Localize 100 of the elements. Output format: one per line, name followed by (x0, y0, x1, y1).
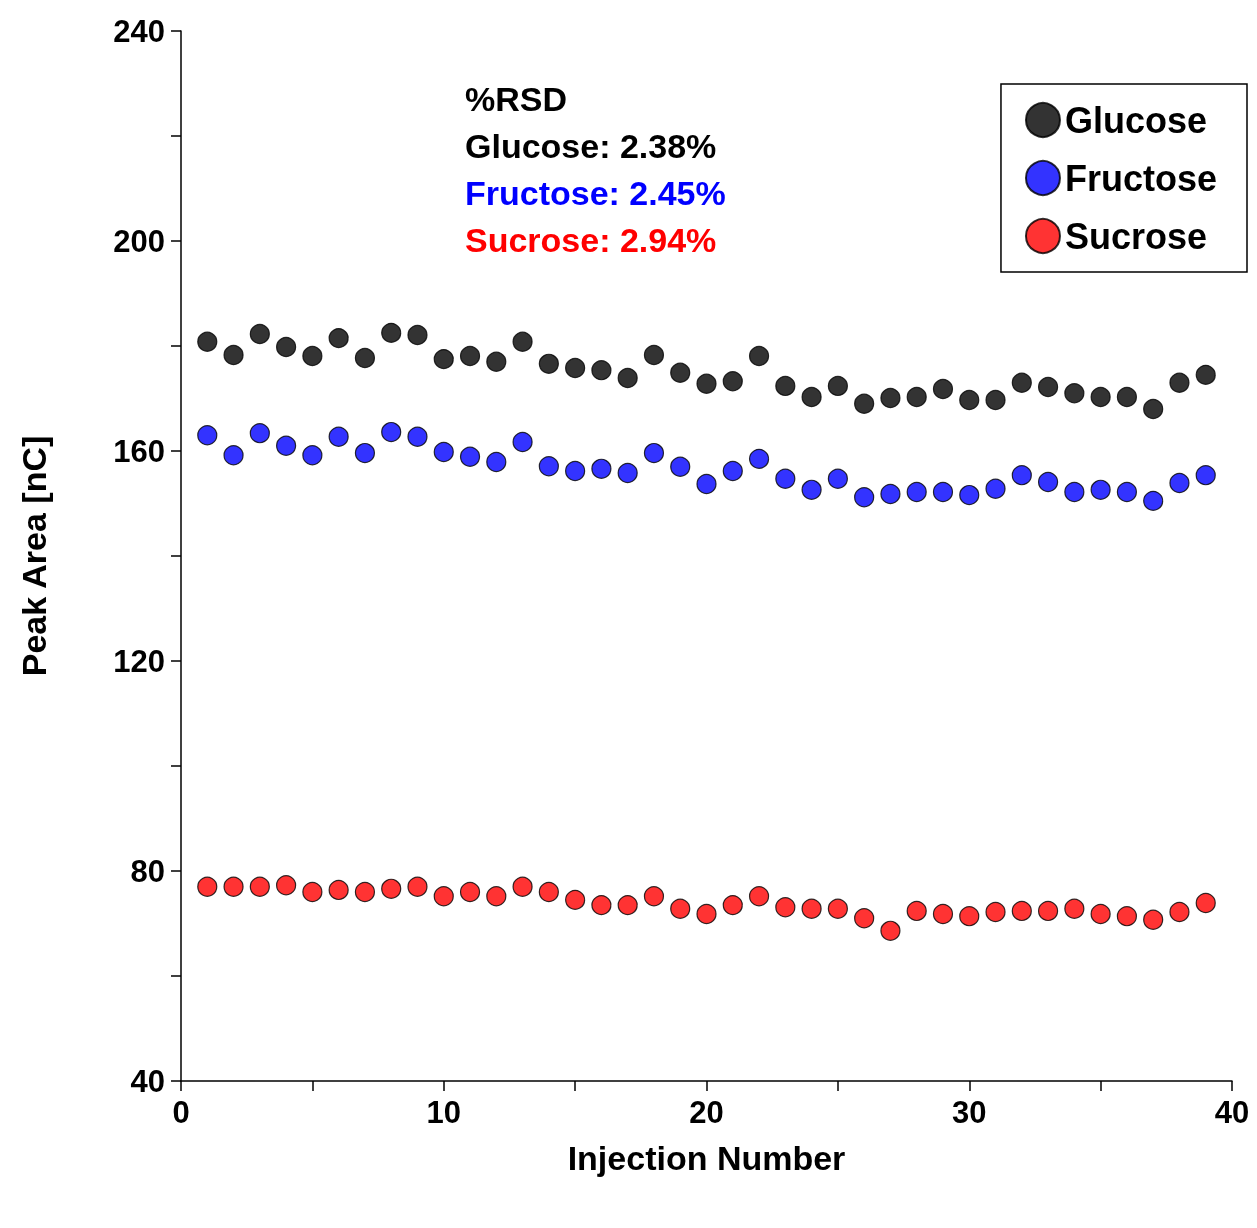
point (538, 353, 559, 374)
point (1116, 386, 1137, 408)
point (276, 875, 297, 896)
point (801, 898, 822, 919)
x-tick-label: 40 (1214, 1095, 1250, 1130)
point (880, 483, 901, 505)
y-tick-label: 40 (130, 1063, 165, 1099)
point (985, 389, 1006, 411)
point (1011, 372, 1032, 393)
point (197, 425, 218, 446)
point (276, 336, 297, 358)
point (827, 468, 848, 489)
point (328, 426, 349, 447)
point (381, 322, 402, 343)
point (249, 423, 270, 444)
annotation: Glucose: 2.38% (465, 127, 717, 165)
point (722, 895, 743, 916)
point (538, 881, 559, 903)
point (1143, 909, 1164, 930)
point (302, 445, 323, 466)
point (433, 349, 454, 370)
point (854, 487, 875, 508)
point (223, 876, 244, 897)
x-tick-label: 20 (689, 1095, 724, 1130)
point (932, 481, 954, 503)
point (696, 903, 717, 925)
point (459, 446, 481, 467)
point (670, 898, 691, 919)
point (565, 357, 586, 379)
point (959, 389, 980, 411)
y-tick-label: 120 (113, 643, 165, 679)
point (538, 456, 559, 477)
point (1011, 900, 1032, 921)
point (1064, 481, 1085, 503)
point (197, 331, 218, 352)
point (1143, 398, 1164, 420)
point (433, 886, 454, 907)
y-tick-label: 200 (113, 223, 165, 259)
point (696, 373, 717, 394)
point (748, 886, 770, 907)
point (591, 458, 612, 479)
point (1195, 892, 1216, 914)
point (827, 375, 848, 396)
point (696, 473, 717, 495)
point (459, 345, 481, 367)
point (1169, 901, 1190, 923)
point (1090, 386, 1111, 408)
legend-label: Fructose (1064, 157, 1218, 199)
point (1011, 465, 1032, 486)
point (1064, 383, 1085, 404)
x-tick-label: 10 (426, 1095, 461, 1130)
point (249, 876, 270, 897)
x-axis-title: Injection Number (567, 1139, 846, 1177)
point (827, 898, 848, 919)
point (617, 367, 638, 389)
point (591, 360, 612, 381)
point (1064, 898, 1085, 919)
point (906, 481, 927, 503)
point (433, 441, 454, 463)
point (1037, 376, 1059, 398)
point (354, 443, 376, 464)
point (854, 393, 875, 414)
point (775, 468, 796, 489)
x-tick-label: 30 (952, 1095, 987, 1130)
y-axis-title: Peak Area [nC] (15, 435, 53, 677)
point (617, 895, 638, 916)
point (906, 386, 927, 408)
point (854, 908, 875, 929)
legend-label: Glucose (1064, 99, 1208, 141)
point (197, 876, 218, 897)
point (1143, 490, 1164, 511)
point (1195, 465, 1216, 486)
point (223, 445, 244, 466)
point (670, 456, 691, 477)
point (748, 448, 770, 469)
point (1195, 364, 1216, 385)
point (959, 485, 980, 506)
point (354, 347, 376, 369)
point (1090, 903, 1111, 925)
point (354, 881, 376, 903)
point (565, 889, 586, 910)
y-tick-label: 240 (113, 13, 165, 49)
point (722, 460, 743, 482)
point (1169, 472, 1190, 494)
point (512, 431, 533, 453)
point (249, 323, 270, 345)
x-tick-label: 0 (172, 1095, 190, 1130)
point (880, 387, 901, 409)
point (985, 478, 1006, 499)
point (880, 920, 901, 941)
point (643, 886, 665, 907)
point (801, 479, 822, 500)
point (486, 886, 507, 907)
point (407, 426, 428, 447)
point (302, 345, 323, 367)
point (486, 351, 507, 372)
point (486, 451, 507, 473)
point (617, 462, 638, 484)
point (459, 881, 481, 903)
point (801, 386, 822, 408)
